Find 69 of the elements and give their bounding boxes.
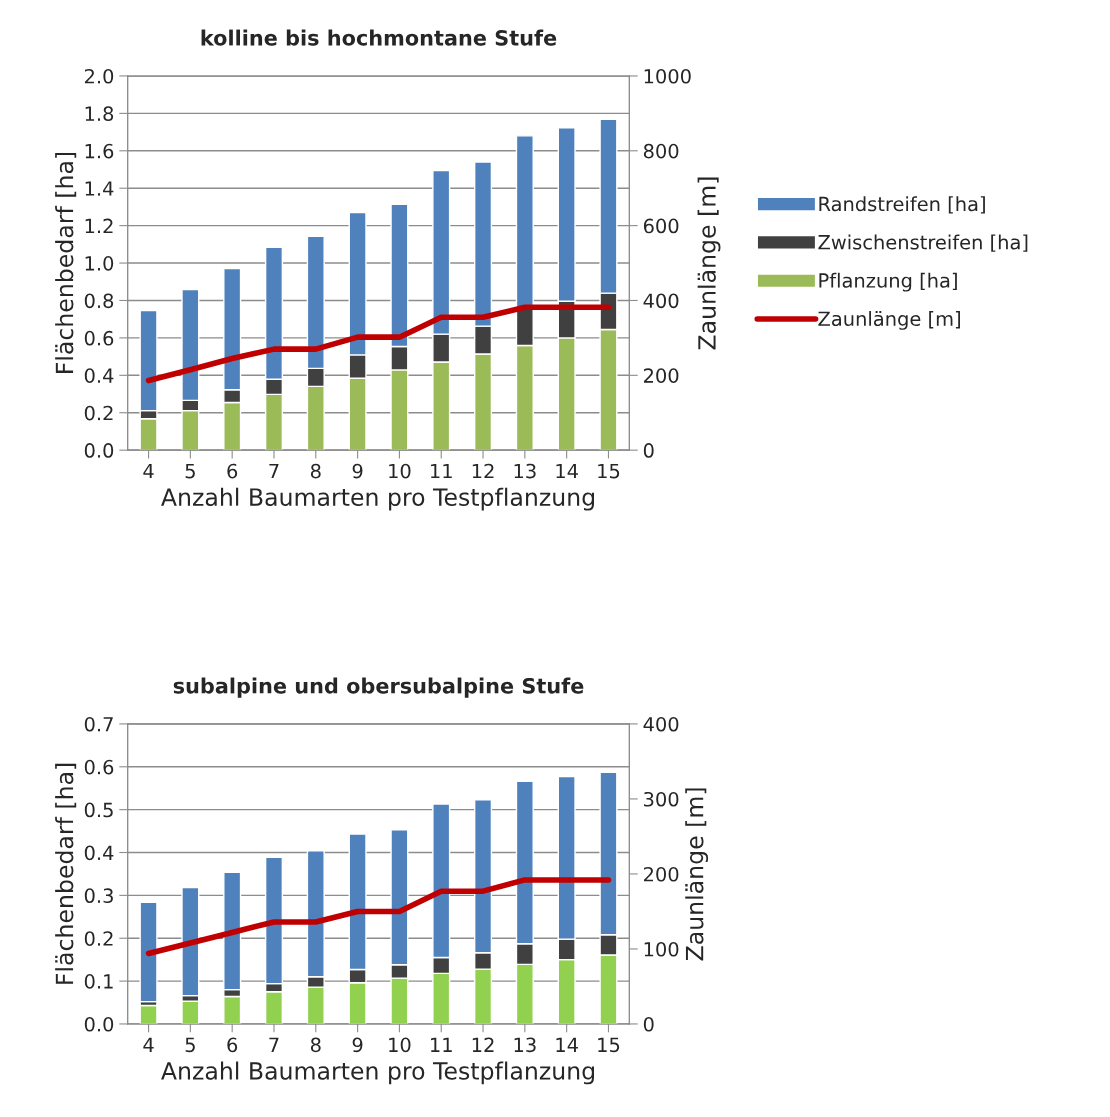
x-axis-title: Anzahl Baumarten pro Testpflanzung bbox=[161, 1061, 595, 1085]
x-axis-title: Anzahl Baumarten pro Testpflanzung bbox=[161, 487, 595, 511]
x-tick-label: 12 bbox=[472, 1037, 494, 1052]
legend-label: Zaunlänge [m] bbox=[818, 311, 960, 330]
y-tick-label: 0.0 bbox=[84, 443, 114, 458]
bar bbox=[139, 901, 158, 1003]
x-tick-label: 15 bbox=[598, 1037, 620, 1053]
x-tick-label: 11 bbox=[430, 1037, 452, 1052]
x-tick-label: 14 bbox=[556, 463, 578, 479]
x-tick-label: 6 bbox=[227, 463, 238, 479]
x-tick-label: 5 bbox=[185, 463, 195, 479]
x-tick-label: 15 bbox=[598, 463, 620, 479]
x-tick-label: 13 bbox=[514, 1037, 536, 1053]
x-tick-label: 4 bbox=[143, 463, 154, 479]
y-tick-label: 0.4 bbox=[84, 845, 114, 861]
y-tick-label: 0.8 bbox=[84, 293, 114, 309]
y-tick-label: 1.2 bbox=[85, 218, 113, 234]
y-tick-label: 1.8 bbox=[85, 106, 114, 122]
y2-tick-label: 0 bbox=[643, 1016, 654, 1032]
chart-title: subalpine und obersubalpine Stufe bbox=[173, 677, 584, 698]
y-tick-label: 0.3 bbox=[84, 888, 113, 904]
y2-tick-label: 100 bbox=[644, 941, 679, 957]
x-tick-label: 13 bbox=[514, 463, 536, 479]
x-tick-label: 7 bbox=[269, 1037, 279, 1052]
y2-tick-label: 400 bbox=[643, 716, 679, 732]
x-tick-label: 8 bbox=[310, 463, 321, 479]
x-tick-label: 6 bbox=[227, 1037, 238, 1053]
x-tick-label: 8 bbox=[310, 1037, 321, 1053]
x-tick-label: 10 bbox=[389, 1037, 411, 1053]
x-tick-label: 9 bbox=[352, 1037, 363, 1053]
chart-title: kolline bis hochmontane Stufe bbox=[201, 29, 557, 46]
x-tick-label: 14 bbox=[556, 1037, 578, 1052]
y-axis-title: Flächenbedarf [ha] bbox=[55, 763, 77, 984]
x-tick-label: 5 bbox=[185, 1037, 195, 1053]
y-tick-label: 1.4 bbox=[85, 181, 114, 196]
x-tick-label: 10 bbox=[389, 463, 411, 479]
bar bbox=[181, 1000, 200, 1024]
y-tick-label: 0.1 bbox=[84, 974, 113, 989]
y-tick-label: 0.6 bbox=[84, 330, 114, 346]
x-tick-label: 9 bbox=[352, 463, 363, 479]
y2-tick-label: 200 bbox=[643, 866, 679, 882]
y-tick-label: 0.2 bbox=[84, 405, 113, 421]
legend-label: Randstreifen [ha] bbox=[819, 196, 985, 214]
x-tick-label: 7 bbox=[269, 463, 279, 479]
bar bbox=[139, 1004, 158, 1024]
y2-tick-label: 0 bbox=[643, 443, 654, 458]
y-tick-label: 2.0 bbox=[84, 68, 114, 84]
y-tick-label: 1.6 bbox=[85, 143, 114, 159]
y-tick-label: 0.5 bbox=[84, 802, 113, 818]
y2-tick-label: 800 bbox=[643, 143, 679, 159]
legend-label: Zwischenstreifen [ha] bbox=[818, 234, 1028, 252]
y-axis-title: Flächenbedarf [ha] bbox=[55, 152, 77, 373]
y2-axis-title: Zaunlänge [m] bbox=[685, 788, 709, 961]
x-tick-label: 4 bbox=[143, 1037, 154, 1052]
y2-axis-title: Zaunlänge [m] bbox=[697, 177, 721, 350]
y-tick-label: 0.2 bbox=[84, 931, 113, 946]
x-tick-label: 11 bbox=[430, 463, 452, 479]
y-tick-label: 0.7 bbox=[84, 716, 113, 732]
legend-label: Pflanzung [ha] bbox=[819, 272, 957, 292]
y-tick-label: 0.4 bbox=[84, 368, 114, 383]
y2-tick-label: 1000 bbox=[644, 68, 691, 84]
y2-tick-label: 300 bbox=[644, 791, 679, 807]
x-tick-label: 12 bbox=[472, 463, 494, 479]
y-tick-label: 0.6 bbox=[84, 759, 114, 775]
y-tick-label: 1.0 bbox=[85, 256, 114, 271]
y2-tick-label: 600 bbox=[643, 218, 679, 234]
y-tick-label: 0.0 bbox=[84, 1016, 114, 1032]
y2-tick-label: 200 bbox=[643, 368, 679, 383]
y2-tick-label: 400 bbox=[643, 293, 679, 309]
